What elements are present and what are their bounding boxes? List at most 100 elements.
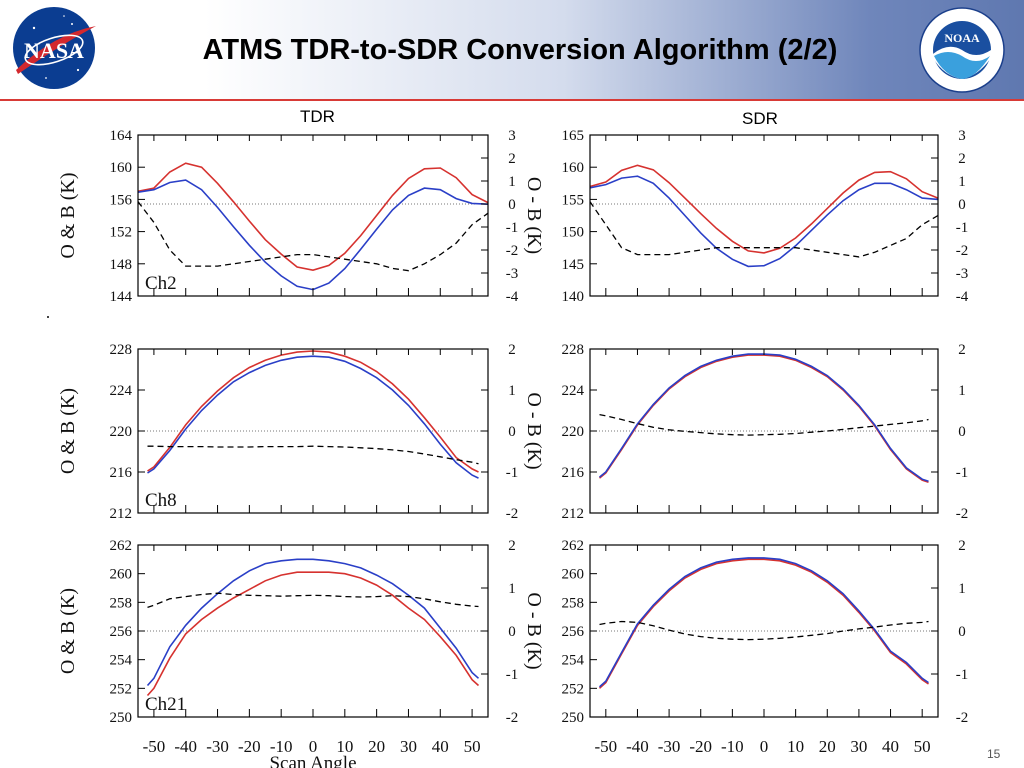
y2-tick-label: 2: [958, 151, 966, 167]
series-line-b: [137, 179, 489, 291]
tdr-column-label: TDR: [300, 107, 335, 126]
chart-panel-2: 140 145 150 155 160 165 -4 -3 -2 -1 0 1 2 3: [562, 128, 969, 305]
y-tick-label: 145: [562, 257, 585, 273]
y-tick-label: 144: [110, 289, 133, 305]
noaa-logo-text: NOAA: [944, 31, 980, 45]
y2-tick-label: 2: [508, 151, 516, 167]
header-rule: [0, 99, 1024, 101]
series-line-o: [589, 164, 939, 254]
y-tick-label: 254: [110, 653, 133, 669]
y2-tick-label: -4: [956, 289, 969, 305]
series-line-b: [598, 353, 929, 482]
slide-title: ATMS TDR-to-SDR Conversion Algorithm (2/…: [202, 34, 838, 66]
series-line-b: [598, 557, 929, 688]
y-tick-label: 224: [110, 383, 133, 399]
x-tick-label: -40: [174, 737, 197, 756]
series-line-o: [147, 350, 479, 473]
x-tick-label: 10: [787, 737, 804, 756]
nasa-logo-text: NASA: [24, 38, 84, 63]
y-tick-label: 160: [110, 160, 133, 176]
y2-tick-label: -2: [506, 506, 519, 522]
noaa-logo: NOAA: [918, 6, 1006, 94]
chart-panel-3: 212 216 220 224 228 -2 -1 0 1 2 Ch8 O & B (K) O - B …: [57, 342, 545, 522]
y2-tick-label: 1: [958, 581, 966, 597]
x-tick-label: 50: [914, 737, 931, 756]
plot-frame: [137, 134, 489, 297]
x-tick-label: -10: [270, 737, 293, 756]
x-tick-label: 40: [882, 737, 899, 756]
y-tick-label: 152: [110, 225, 133, 241]
x-tick-label: 30: [400, 737, 417, 756]
series-line-ominusb: [147, 445, 479, 465]
series-line-b: [146, 558, 480, 687]
x-tick-label: 40: [432, 737, 449, 756]
nasa-logo: NASA: [6, 4, 102, 92]
y2-tick-label: 1: [958, 174, 966, 190]
y-tick-label: 260: [110, 567, 133, 583]
y-tick-label: 165: [562, 128, 585, 144]
y-tick-label: 258: [110, 595, 133, 611]
sdr-column-label: SDR: [742, 109, 778, 128]
series-line-o: [137, 162, 489, 272]
y-tick-label: 212: [110, 506, 133, 522]
y2-tick-label: -2: [956, 243, 969, 259]
y2-tick-label: -3: [956, 266, 969, 282]
y2-tick-label: 1: [508, 174, 516, 190]
y-tick-label: 262: [562, 538, 585, 554]
y-tick-label: 156: [110, 192, 133, 208]
x-tick-label: -30: [658, 737, 681, 756]
y2-tick-label: -3: [506, 266, 519, 282]
y2-axis-label: O - B (K): [523, 177, 545, 254]
y-tick-label: 262: [110, 538, 133, 554]
y-tick-label: 148: [110, 257, 133, 273]
channel-label: Ch2: [145, 273, 177, 294]
channel-label: Ch8: [145, 490, 177, 511]
series-line-ominusb: [147, 592, 479, 609]
series-line-ominusb: [589, 201, 939, 258]
y-tick-label: 260: [562, 567, 585, 583]
x-tick-label: 0: [760, 737, 769, 756]
slide-header: [0, 0, 1024, 100]
y-tick-label: 216: [562, 465, 585, 481]
y2-tick-label: 2: [958, 342, 966, 358]
x-tick-label: 50: [464, 737, 481, 756]
series-line-o: [598, 558, 929, 689]
y-tick-label: 220: [562, 424, 585, 440]
channel-label: Ch21: [145, 694, 186, 715]
y-axis-label: O & B (K): [57, 588, 79, 674]
y-axis-label: O & B (K): [57, 388, 79, 474]
series-line-b: [589, 175, 939, 268]
y-tick-label: 252: [110, 681, 133, 697]
y2-tick-label: 0: [958, 197, 966, 213]
series-line-ominusb: [137, 201, 489, 272]
y2-tick-label: 0: [508, 424, 516, 440]
y2-tick-label: 0: [508, 624, 516, 640]
y-tick-label: 164: [110, 128, 133, 144]
x-tick-label: -50: [143, 737, 166, 756]
y-tick-label: 256: [562, 624, 585, 640]
x-tick-label: 0: [309, 737, 318, 756]
x-tick-label: -20: [238, 737, 261, 756]
y2-tick-label: 2: [508, 342, 516, 358]
y2-tick-label: 2: [508, 538, 516, 554]
y2-tick-label: -2: [956, 506, 969, 522]
plot-frame: [589, 134, 939, 297]
y2-tick-label: -4: [506, 289, 519, 305]
y2-tick-label: -1: [506, 667, 519, 683]
series-line-b: [147, 355, 479, 479]
y-axis-label: O & B (K): [57, 172, 79, 258]
chart-panel-4: 212 216 220 224 228 -2 -1 0 1 2: [562, 342, 969, 522]
y-tick-label: 160: [562, 160, 585, 176]
y2-tick-label: -1: [956, 465, 969, 481]
series-line-ominusb: [599, 413, 929, 436]
x-tick-label: -50: [594, 737, 617, 756]
y-tick-label: 252: [562, 681, 585, 697]
series-line-o: [598, 354, 929, 484]
y2-tick-label: -1: [956, 220, 969, 236]
x-tick-label: 10: [336, 737, 353, 756]
page-number: 15: [987, 747, 1001, 761]
y-tick-label: 216: [110, 465, 133, 481]
x-tick-label: 20: [819, 737, 836, 756]
y2-tick-label: 0: [958, 624, 966, 640]
series-line-o: [146, 571, 480, 697]
